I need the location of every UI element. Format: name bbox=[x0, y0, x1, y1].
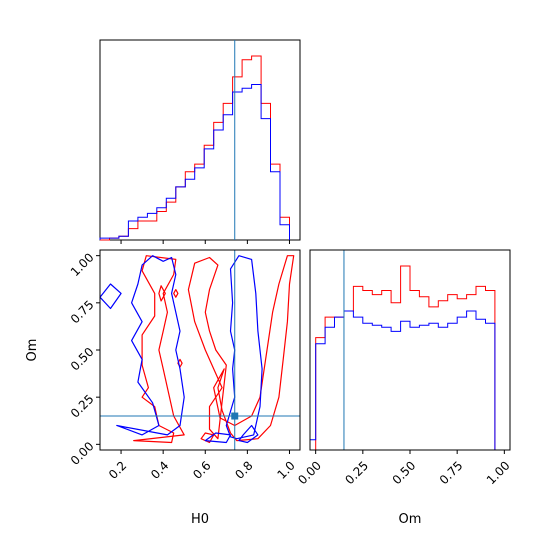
contour-x-tick-label: 1.0 bbox=[274, 458, 297, 481]
h0-hist-series-red bbox=[100, 55, 290, 241]
h0-histogram-ticks bbox=[120, 240, 290, 244]
truth-point-marker bbox=[231, 412, 239, 420]
contour-x-ticks: 0.2 0.4 0.6 0.8 1.0 bbox=[106, 450, 298, 482]
om-hist-series-red bbox=[310, 265, 505, 451]
h0-histogram-series bbox=[99, 55, 290, 241]
contour-line-blue bbox=[204, 432, 232, 444]
om-hist-x-tick-label: 0.25 bbox=[342, 458, 371, 487]
om-hist-x-tick-label: 0.75 bbox=[437, 458, 466, 487]
contour-y-tick-label: 1.00 bbox=[68, 250, 97, 279]
contour-line-red bbox=[133, 255, 185, 444]
contour-line-red bbox=[158, 285, 166, 302]
om-histogram-series bbox=[309, 265, 505, 451]
contour-y-axis-label: Om bbox=[25, 339, 40, 362]
contour-line-blue bbox=[99, 283, 122, 310]
h0-histogram-panel bbox=[99, 39, 301, 244]
contour-y-ticks: 0.00 0.25 0.50 0.75 1.00 bbox=[68, 250, 100, 468]
contour-x-tick-label: 0.2 bbox=[106, 458, 129, 481]
h0-histogram-frame bbox=[99, 39, 301, 241]
om-histogram-x-ticks: 0.00 0.25 0.50 0.75 1.00 bbox=[295, 450, 513, 487]
contour-x-tick-label: 0.6 bbox=[190, 458, 213, 481]
h0-hist-series-blue bbox=[99, 84, 290, 240]
contour-y-tick-label: 0.00 bbox=[68, 439, 97, 468]
contour-line-blue bbox=[225, 255, 263, 440]
contour-x-tick-label: 0.4 bbox=[148, 458, 171, 481]
contour-line-blue bbox=[116, 255, 185, 436]
contour-line-red bbox=[173, 289, 179, 298]
om-histogram-panel: 0.00 0.25 0.50 0.75 1.00 Om bbox=[295, 249, 513, 527]
contour-y-tick-label: 0.25 bbox=[68, 392, 97, 421]
contour-line-red bbox=[187, 256, 227, 440]
contour-series bbox=[99, 255, 295, 444]
contour-frame bbox=[99, 249, 301, 451]
om-histogram-x-axis-label: Om bbox=[399, 512, 422, 527]
h0-om-contour-panel: 0.2 0.4 0.6 0.8 1.0 0.000.250.500.751.00 H0 … bbox=[25, 249, 301, 527]
contour-line-blue bbox=[238, 424, 259, 444]
contour-y-tick-label: 0.75 bbox=[68, 298, 97, 327]
om-hist-series-blue bbox=[309, 310, 505, 451]
om-hist-x-tick-label: 0.00 bbox=[295, 458, 324, 487]
contour-x-axis-label: H0 bbox=[191, 512, 209, 527]
contour-line-red bbox=[213, 255, 295, 442]
contour-y-tick-label: 0.50 bbox=[68, 345, 97, 374]
om-hist-x-tick-label: 0.50 bbox=[390, 458, 419, 487]
om-hist-x-tick-label: 1.00 bbox=[484, 458, 513, 487]
contour-x-tick-label: 0.8 bbox=[232, 458, 255, 481]
